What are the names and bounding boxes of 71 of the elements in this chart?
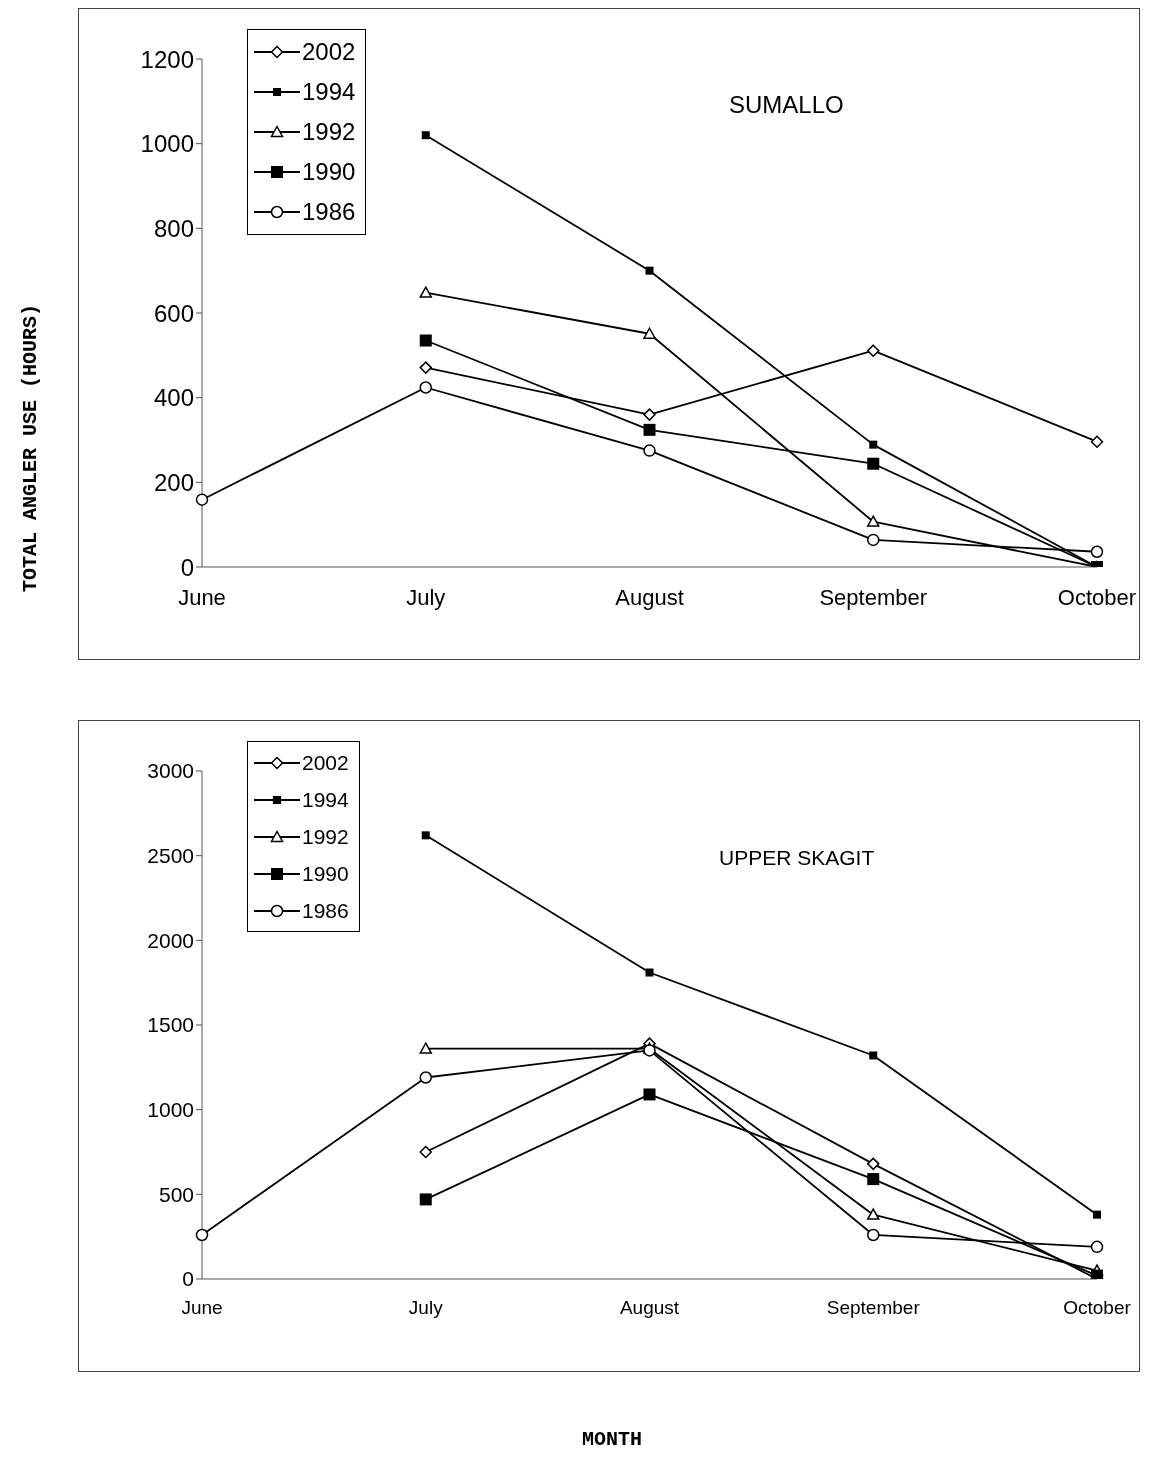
y-tick-label: 0 [182, 1267, 194, 1291]
y-tick-label: 600 [153, 299, 194, 327]
point [1090, 1240, 1104, 1254]
text: UPPER SKAGIT [719, 846, 875, 870]
point [419, 1071, 432, 1084]
point [1090, 545, 1104, 559]
y-tick-label: 3000 [147, 759, 194, 783]
x-tick-label: August [619, 1297, 680, 1319]
point [419, 286, 432, 298]
y-tick-label: 2000 [147, 928, 194, 952]
y-tick-label: 1000 [140, 130, 194, 158]
y-tick-label: 0 [180, 553, 194, 581]
point [867, 457, 880, 470]
x-tick-label: September [819, 584, 928, 610]
x-tick-label: September [826, 1297, 921, 1319]
x-tick-label: October [1057, 584, 1137, 610]
legend-label: 1986 [302, 198, 356, 226]
point [867, 533, 880, 547]
y-axis-title: TOTAL ANGLER USE (HOURS) [18, 303, 42, 593]
point [421, 831, 430, 840]
point [421, 131, 430, 140]
x-tick-label: July [408, 1297, 444, 1319]
legend-label: 2002 [302, 750, 349, 775]
point [419, 1193, 432, 1206]
point [869, 1051, 878, 1060]
x-tick-label: June [181, 1297, 223, 1319]
x-tick-label: July [406, 584, 446, 610]
y-tick-label: 2500 [147, 844, 194, 868]
text: SUMALLO [729, 91, 844, 119]
legend-label: 1990 [302, 861, 349, 886]
point [645, 968, 654, 977]
point [643, 1088, 656, 1101]
point [419, 334, 432, 347]
point [643, 444, 656, 457]
legend-label: 1994 [302, 78, 356, 106]
point [867, 1173, 880, 1186]
y-tick-label: 200 [153, 468, 194, 496]
point [643, 327, 656, 339]
point [867, 1208, 880, 1220]
y-tick-label: 1000 [147, 1098, 194, 1122]
x-axis-title: MONTH [581, 1428, 643, 1451]
legend-label: 1994 [302, 787, 349, 812]
x-tick-label: October [1063, 1297, 1132, 1319]
point [645, 266, 654, 275]
point [419, 1145, 432, 1159]
point [867, 1157, 880, 1171]
y-tick-label: 400 [153, 384, 194, 412]
point [643, 408, 656, 421]
point [867, 344, 880, 357]
point [867, 1228, 880, 1242]
y-tick-label: 1200 [140, 45, 194, 73]
x-tick-label: June [178, 584, 226, 610]
point [1093, 1210, 1101, 1219]
point [643, 423, 656, 436]
point [419, 361, 432, 374]
point [419, 381, 432, 394]
y-tick-label: 800 [153, 214, 194, 242]
point [869, 440, 878, 449]
point [867, 515, 880, 527]
legend-label: 1986 [302, 898, 349, 923]
legend-label: 1990 [302, 158, 356, 186]
point [195, 493, 209, 506]
y-tick-label: 500 [158, 1182, 194, 1206]
point [195, 1228, 209, 1242]
legend-label: 2002 [302, 38, 356, 66]
x-tick-label: August [615, 584, 684, 610]
point [1090, 435, 1104, 448]
legend-label: 1992 [302, 824, 349, 849]
y-tick-label: 1500 [147, 1013, 194, 1037]
point [419, 1042, 432, 1054]
legend-label: 1992 [302, 118, 356, 146]
